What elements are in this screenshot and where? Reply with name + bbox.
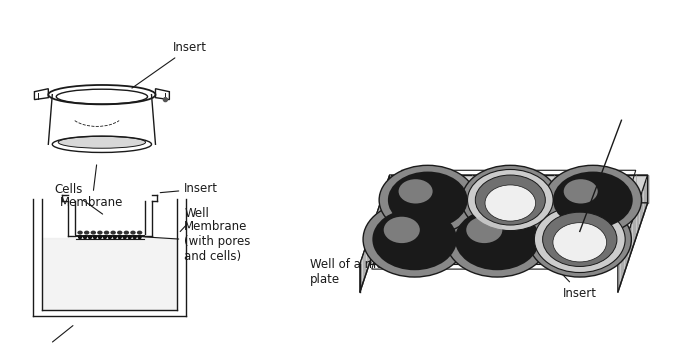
Polygon shape	[360, 175, 390, 292]
Ellipse shape	[399, 179, 433, 204]
Ellipse shape	[137, 230, 142, 234]
Circle shape	[138, 236, 141, 238]
Text: Membrane
(with pores
and cells): Membrane (with pores and cells)	[142, 220, 251, 263]
Ellipse shape	[466, 217, 502, 243]
Ellipse shape	[363, 202, 466, 277]
Ellipse shape	[384, 217, 420, 243]
Ellipse shape	[485, 185, 536, 221]
Circle shape	[98, 236, 102, 238]
Ellipse shape	[77, 230, 83, 234]
Polygon shape	[507, 203, 531, 215]
Text: Well of a multi-well
plate: Well of a multi-well plate	[310, 217, 430, 286]
Ellipse shape	[372, 209, 457, 270]
Ellipse shape	[462, 165, 559, 235]
Ellipse shape	[104, 230, 109, 234]
Circle shape	[129, 236, 131, 238]
Ellipse shape	[446, 202, 549, 277]
Ellipse shape	[388, 172, 468, 229]
Circle shape	[108, 236, 111, 238]
Ellipse shape	[131, 230, 135, 234]
Circle shape	[93, 236, 97, 238]
Circle shape	[113, 236, 116, 238]
Ellipse shape	[58, 136, 146, 148]
Circle shape	[133, 236, 136, 238]
Ellipse shape	[545, 165, 641, 235]
Ellipse shape	[475, 175, 545, 225]
Polygon shape	[360, 175, 647, 264]
Ellipse shape	[553, 223, 607, 262]
Polygon shape	[618, 175, 647, 292]
Ellipse shape	[468, 169, 553, 230]
Text: Insert: Insert	[160, 182, 218, 195]
Circle shape	[123, 236, 126, 238]
Ellipse shape	[84, 230, 89, 234]
Text: Cells: Cells	[54, 183, 103, 214]
Ellipse shape	[534, 206, 625, 272]
Ellipse shape	[528, 202, 632, 277]
Text: Well: Well	[180, 207, 209, 232]
Circle shape	[163, 98, 167, 102]
Ellipse shape	[379, 165, 476, 235]
Circle shape	[104, 236, 106, 238]
Polygon shape	[390, 175, 647, 203]
Ellipse shape	[455, 209, 540, 270]
Circle shape	[84, 236, 86, 238]
Ellipse shape	[542, 212, 617, 266]
Ellipse shape	[553, 172, 633, 229]
Circle shape	[79, 236, 82, 238]
Text: Insert: Insert	[132, 41, 207, 88]
Ellipse shape	[564, 179, 598, 204]
Ellipse shape	[97, 230, 103, 234]
Text: Membrane: Membrane	[60, 165, 124, 209]
Ellipse shape	[111, 230, 116, 234]
Circle shape	[88, 236, 91, 238]
Ellipse shape	[117, 230, 122, 234]
Ellipse shape	[124, 230, 129, 234]
Text: Insert: Insert	[517, 227, 597, 300]
Ellipse shape	[91, 230, 96, 234]
Circle shape	[118, 236, 121, 238]
